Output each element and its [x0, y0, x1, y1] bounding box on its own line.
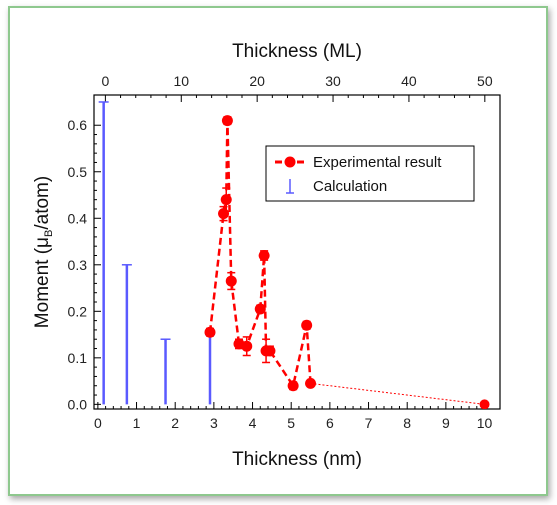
x-axis-title: Thickness (nm)	[232, 449, 362, 470]
y-tick-label: 0.2	[68, 303, 88, 319]
x-tick-label: 6	[326, 415, 334, 431]
experimental-point	[264, 345, 276, 357]
x2-tick-label: 30	[325, 73, 341, 89]
x-tick-label: 4	[249, 415, 257, 431]
plot-area	[93, 94, 501, 410]
experimental-point	[220, 194, 232, 206]
experimental-point	[287, 380, 299, 392]
x2-tick-label: 40	[401, 73, 417, 89]
x-tick-label: 5	[287, 415, 295, 431]
x-tick-label: 10	[477, 415, 493, 431]
y-axis: 0.0 0.1 0.2 0.3 0.4 0.5 0.6	[68, 117, 101, 412]
x-tick-label: 3	[210, 415, 218, 431]
y-tick-label: 0.5	[68, 164, 88, 180]
y-tick-label: 0.6	[68, 117, 88, 133]
experimental-line	[208, 120, 312, 389]
y-tick-label: 0.4	[68, 210, 88, 226]
y-tick-label: 0.1	[68, 350, 88, 366]
experimental-point	[218, 208, 230, 220]
experimental-point	[305, 377, 317, 389]
legend-box	[265, 145, 475, 202]
experimental-point	[254, 303, 266, 315]
experimental-tail-point	[479, 399, 490, 409]
x-axis: 0 1 2 3 4 5 6 7 8 9 10	[94, 402, 493, 431]
x-tick-label: 7	[365, 415, 373, 431]
legend-calculation-label: Calculation	[313, 178, 387, 195]
experimental-point	[204, 326, 216, 338]
experimental-series	[204, 115, 490, 409]
x-tick-label: 9	[442, 415, 450, 431]
x2-axis-title: Thickness (ML)	[232, 41, 362, 62]
x2-axis: 0 10 20 30 40 50	[101, 73, 493, 102]
calculation-series	[98, 101, 215, 405]
x2-tick-label: 10	[173, 73, 189, 89]
x-tick-label: 0	[94, 415, 102, 431]
x2-tick-label: 20	[249, 73, 265, 89]
y-tick-label: 0.3	[68, 257, 88, 273]
legend-experimental-label: Experimental result	[313, 154, 442, 171]
y-axis-title: Moment (μB/atom)	[32, 176, 55, 328]
y-tick-label: 0.0	[68, 396, 88, 412]
x2-tick-label: 0	[101, 73, 109, 89]
x-tick-label: 8	[403, 415, 411, 431]
x2-tick-label: 50	[477, 73, 493, 89]
legend: Experimental result Calculation	[265, 145, 475, 202]
experimental-point	[221, 115, 233, 127]
experimental-point	[258, 249, 270, 261]
experimental-point	[241, 340, 253, 352]
legend-experimental-marker	[284, 156, 296, 168]
x-tick-label: 1	[133, 415, 141, 431]
experimental-tail-line	[310, 382, 485, 405]
experimental-point	[225, 275, 237, 287]
experimental-point	[301, 319, 313, 331]
x-tick-label: 2	[171, 415, 179, 431]
